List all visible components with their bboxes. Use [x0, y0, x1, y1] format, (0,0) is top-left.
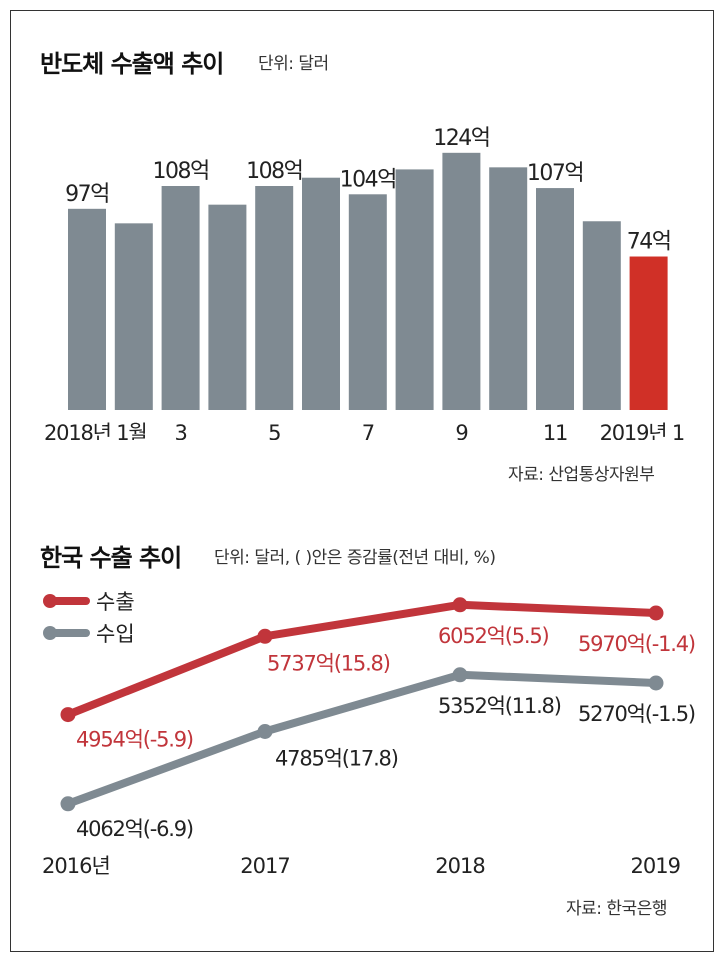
bar-value-label: 104억 [340, 167, 396, 192]
bar-chart-title: 반도체 수출액 추이 [40, 50, 224, 78]
legend-label: 수입 [96, 622, 135, 646]
bar [442, 152, 481, 410]
bar [161, 186, 200, 410]
legend-label: 수출 [96, 590, 135, 614]
bar-chart-unit: 단위: 달러 [258, 54, 329, 74]
bar-chart: 97억 2018년 1월 108억 3 108억 5 104억 7 124억 9 107억 11 74억… [44, 126, 685, 440]
point-label: 4062억(-6.9) [76, 817, 193, 841]
data-point [257, 724, 273, 739]
figure-frame [10, 10, 714, 952]
bar [302, 177, 340, 410]
bar [582, 221, 621, 410]
data-point [648, 605, 664, 621]
data-point [60, 707, 76, 723]
point-label: 5270억(-1.5) [578, 702, 695, 726]
bar-value-label: 108억 [246, 159, 302, 184]
bar [629, 256, 668, 410]
point-label: 5970억(-1.4) [578, 632, 695, 656]
bar [395, 169, 434, 410]
x-tick-label: 11 [543, 421, 567, 440]
data-point [60, 796, 76, 812]
x-tick-label: 7 [362, 421, 374, 440]
bar [489, 167, 528, 410]
bar [255, 186, 294, 410]
x-tick-label: 2018 [435, 854, 484, 878]
bar [114, 223, 153, 410]
line-chart-source: 자료: 한국은행 [566, 899, 667, 919]
bar-value-label: 97억 [65, 182, 109, 207]
x-tick-label: 2016년 [42, 854, 110, 878]
x-tick-label: 9 [455, 421, 467, 440]
x-tick-label: 2018년 1월 [44, 421, 147, 440]
bar-value-label: 74억 [627, 230, 671, 255]
x-tick-label: 2019 [631, 854, 680, 878]
bar-value-label: 107억 [527, 161, 583, 186]
line-chart-unit: 단위: 달러, ( )안은 증감률(전년 대비, %) [214, 548, 496, 568]
bar-value-label: 108억 [152, 159, 208, 184]
series-line-export [66, 600, 657, 719]
data-point [257, 628, 273, 644]
bar [208, 204, 247, 410]
point-label: 5352억(11.8) [438, 694, 561, 718]
point-label: 6052억(5.5) [438, 624, 549, 648]
bar [536, 188, 574, 410]
bar-value-label: 124억 [433, 126, 489, 151]
data-point [452, 667, 468, 683]
x-tick-label: 5 [268, 421, 280, 440]
x-tick-label: 3 [175, 421, 187, 440]
bar-chart-source: 자료: 산업통상자원부 [508, 465, 655, 485]
point-label: 4785억(17.8) [275, 747, 398, 771]
bar [68, 208, 106, 410]
x-tick-label: 2017 [240, 854, 289, 878]
point-label: 5737억(15.8) [267, 651, 390, 675]
bar [348, 194, 387, 410]
legend-swatch-dot [43, 594, 57, 608]
x-tick-label: 2019년 1 [600, 421, 684, 440]
legend-swatch-dot [43, 626, 57, 640]
data-point [452, 597, 468, 613]
data-point [648, 675, 664, 691]
point-label: 4954억(-5.9) [76, 728, 193, 752]
series-line-import [66, 670, 657, 808]
line-chart-title: 한국 수출 추이 [40, 544, 182, 572]
